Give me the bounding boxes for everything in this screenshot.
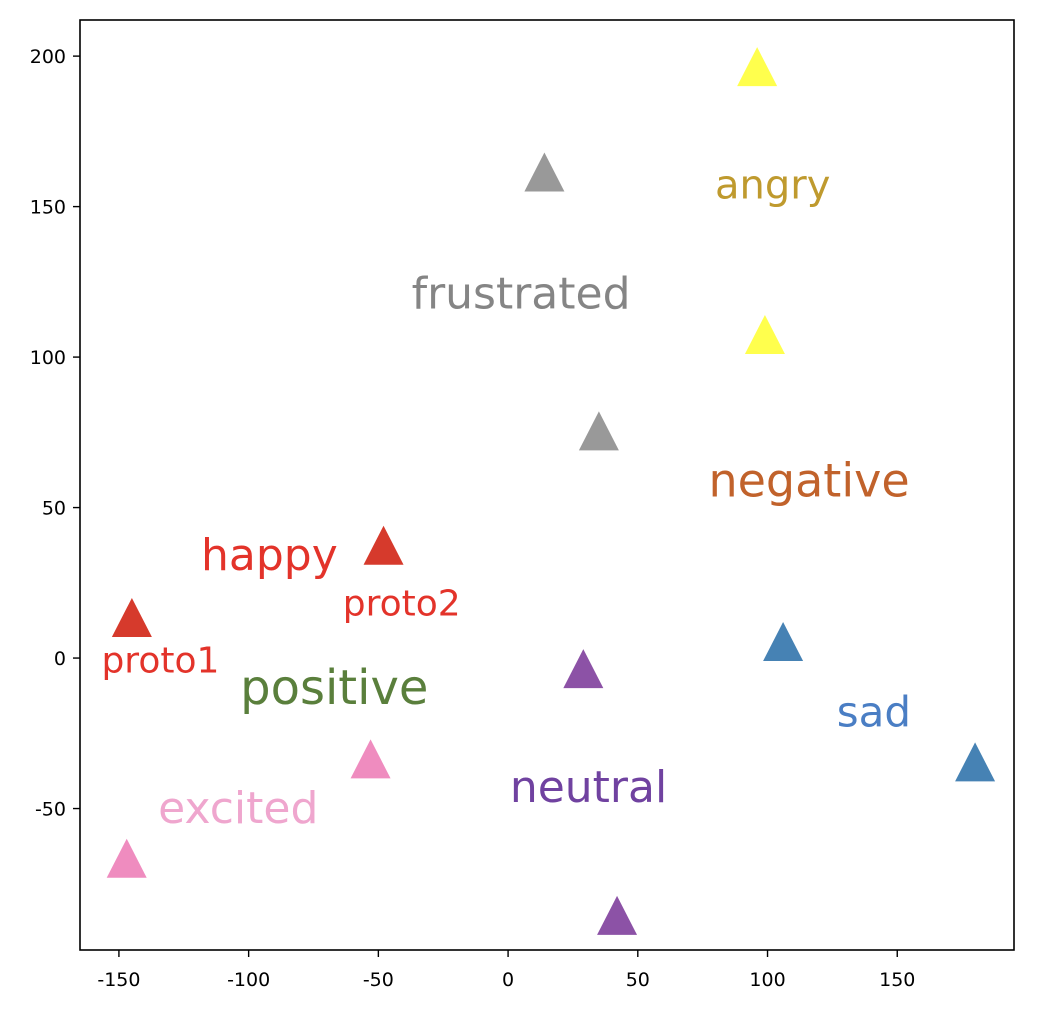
marks-layer	[106, 47, 996, 935]
annotation-neutral: neutral	[510, 762, 667, 813]
annotation-negative: negative	[708, 453, 909, 507]
annotation-excited: excited	[158, 783, 318, 834]
x-tick-label: -50	[363, 969, 394, 991]
annotation-angry: angry	[715, 163, 830, 209]
x-tick-label: -150	[97, 969, 140, 991]
annotation-sad: sad	[837, 688, 911, 737]
x-tick-label: 50	[626, 969, 650, 991]
y-tick-label: 200	[30, 46, 66, 68]
data-point-triangle	[111, 597, 152, 637]
y-tick-label: 0	[54, 648, 66, 670]
data-point-triangle	[744, 315, 785, 355]
annotation-happy: happy	[201, 530, 338, 581]
y-axis-ticks: -50 0 50 100 150 200	[30, 46, 80, 821]
data-point-triangle	[955, 742, 996, 782]
data-point-triangle	[578, 411, 619, 451]
x-tick-label: 100	[749, 969, 785, 991]
annotation-proto2: proto2	[343, 583, 461, 624]
plot-frame	[79, 19, 1015, 951]
data-point-triangle	[363, 525, 404, 565]
data-point-triangle	[350, 739, 391, 779]
x-tick-label: 0	[502, 969, 514, 991]
data-point-triangle	[106, 838, 147, 878]
y-tick-label: -50	[35, 799, 66, 821]
data-point-triangle	[737, 47, 778, 87]
y-tick-label: 100	[30, 347, 66, 369]
annotation-positive: positive	[240, 660, 428, 716]
data-point-triangle	[763, 622, 804, 662]
data-point-triangle	[563, 649, 604, 689]
x-tick-label: 150	[879, 969, 915, 991]
y-tick-label: 50	[42, 498, 66, 520]
y-tick-label: 150	[30, 197, 66, 219]
x-axis-ticks: -150 -100 -50 0 50 100 150	[97, 950, 915, 991]
annotation-proto1: proto1	[101, 641, 219, 682]
data-point-triangle	[524, 152, 565, 192]
x-tick-label: -100	[227, 969, 270, 991]
data-point-triangle	[597, 895, 638, 935]
annotation-frustrated: frustrated	[412, 268, 631, 319]
